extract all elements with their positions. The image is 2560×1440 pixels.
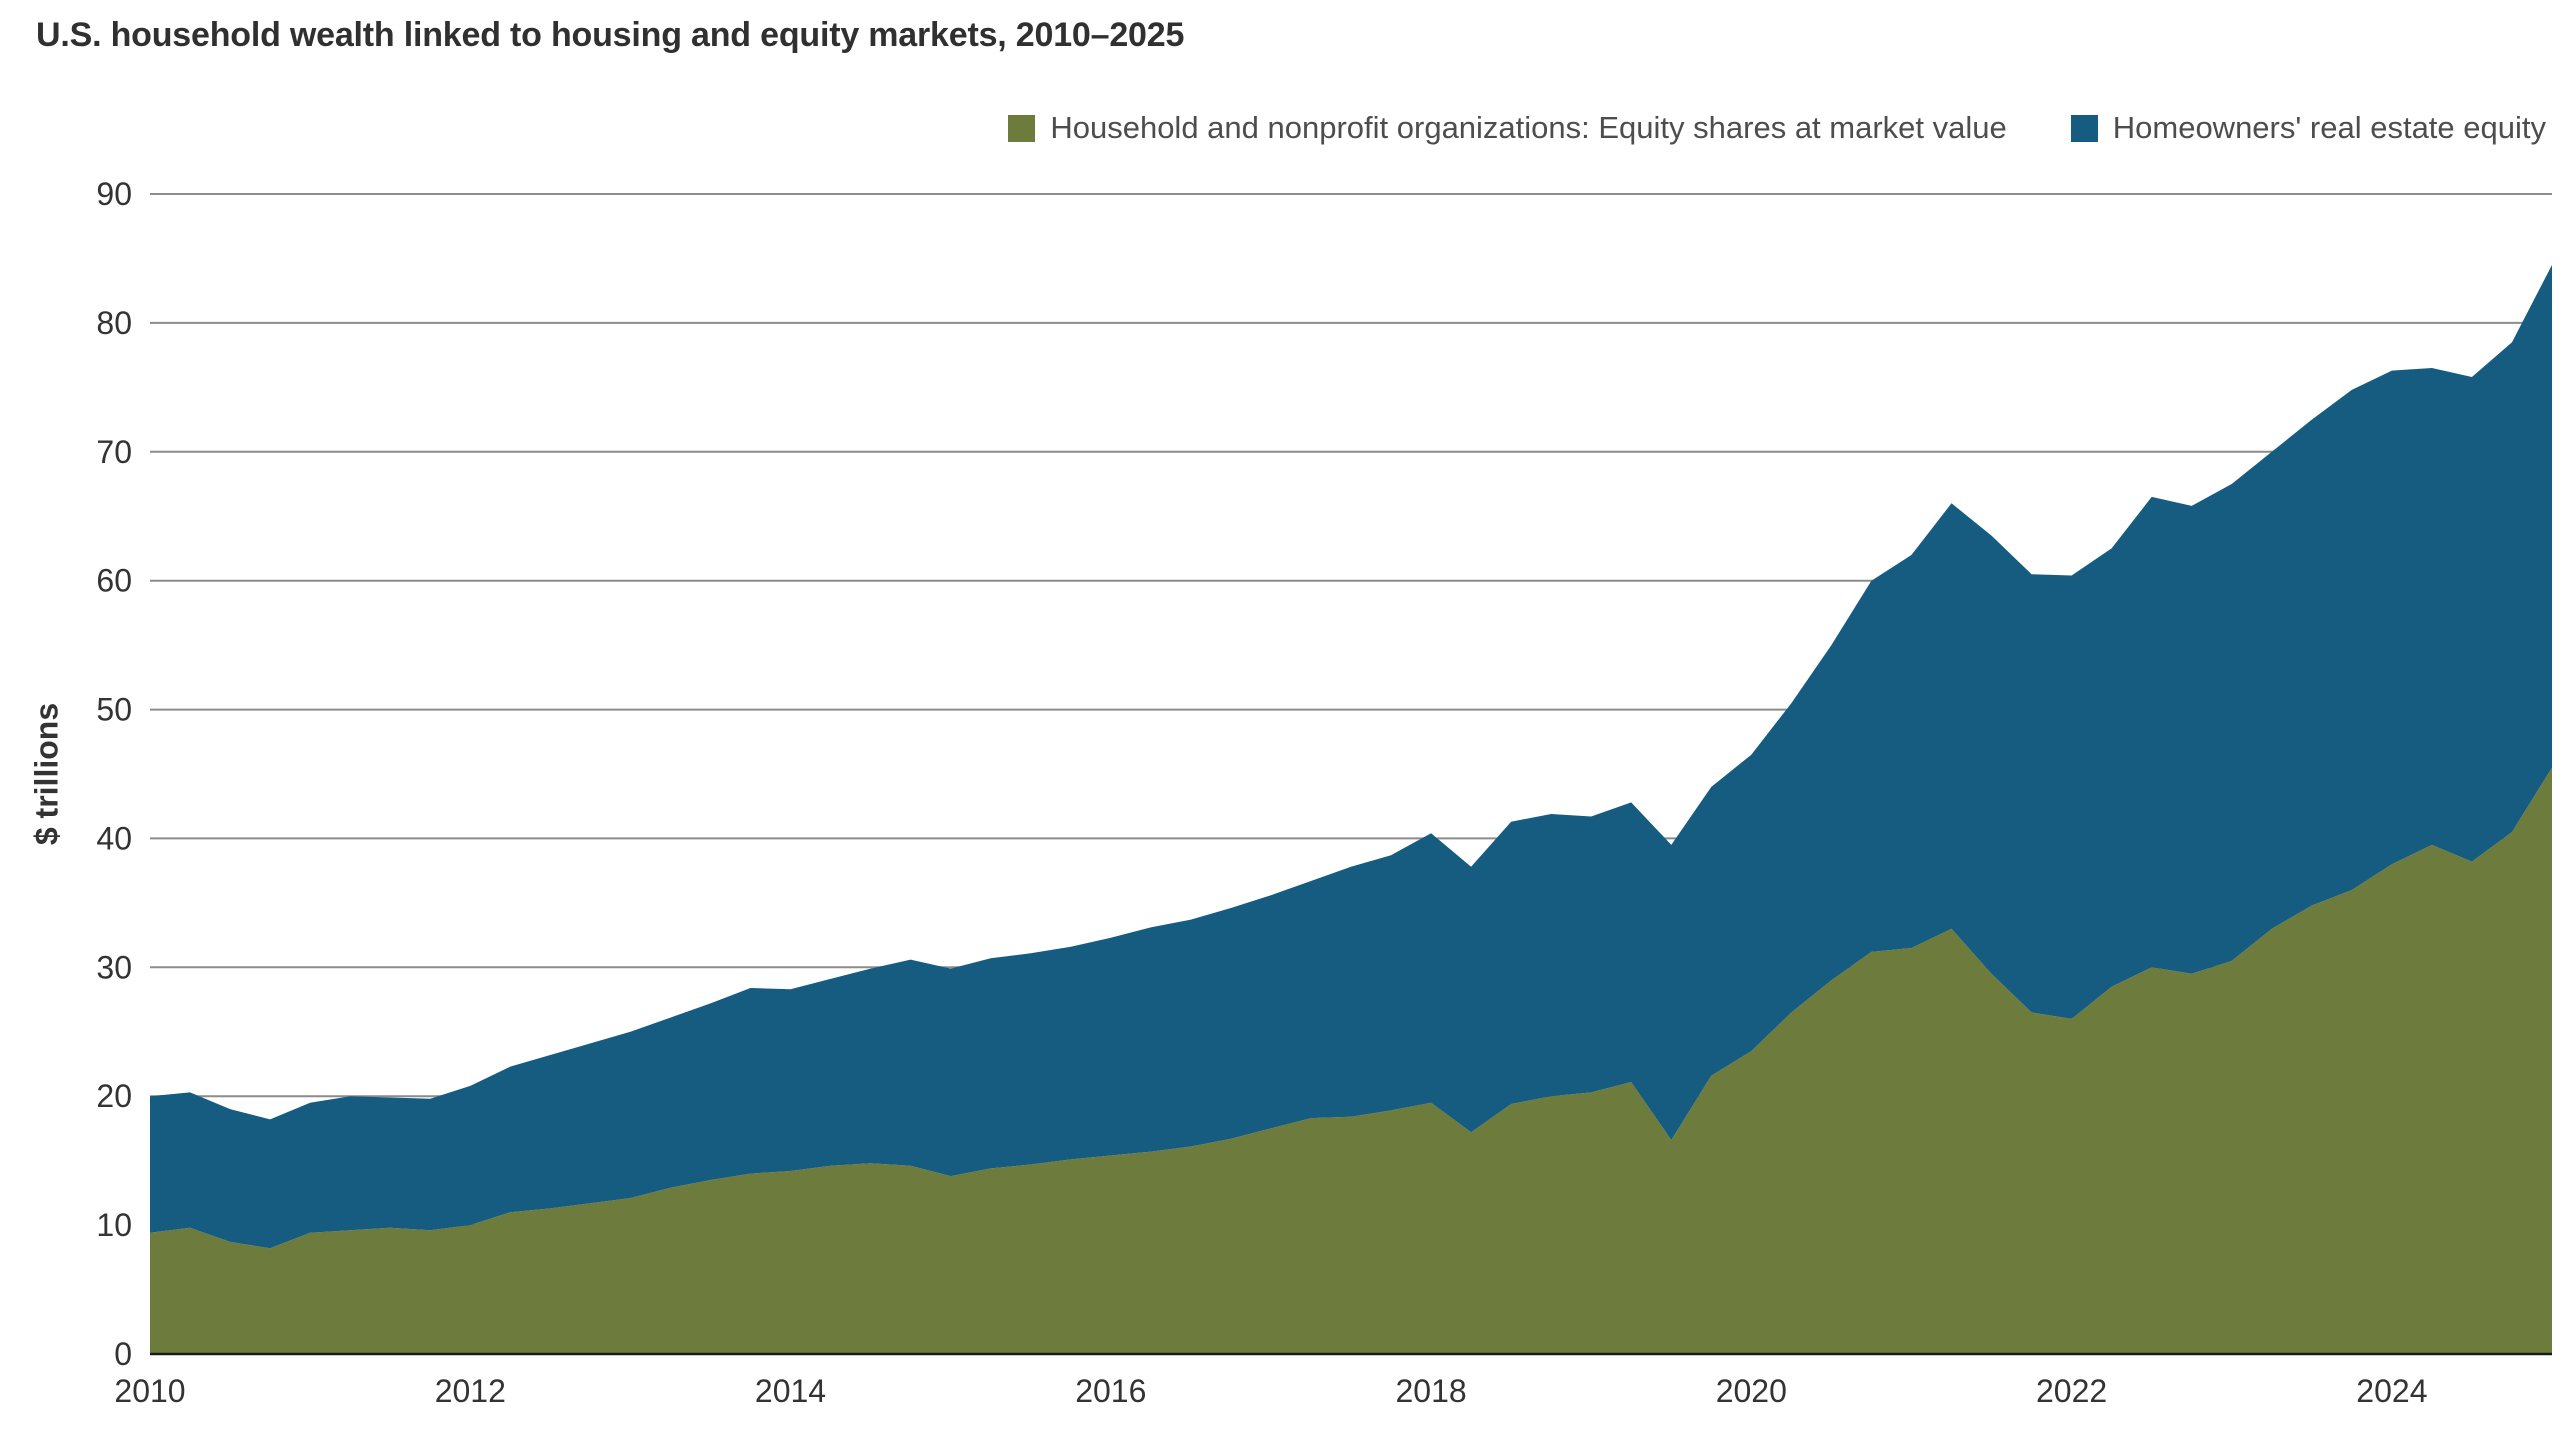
y-tick-label: 10 — [96, 1207, 132, 1243]
x-tick-label: 2020 — [1716, 1373, 1787, 1409]
x-tick-label: 2018 — [1396, 1373, 1467, 1409]
y-tick-label: 90 — [96, 176, 132, 212]
legend-item-equity-shares: Household and nonprofit organizations: E… — [1008, 110, 2007, 146]
x-tick-label: 2012 — [435, 1373, 506, 1409]
x-tick-label: 2024 — [2356, 1373, 2427, 1409]
x-tick-label: 2022 — [2036, 1373, 2107, 1409]
chart-title: U.S. household wealth linked to housing … — [36, 16, 1185, 54]
y-tick-label: 0 — [114, 1336, 132, 1372]
y-tick-label: 50 — [96, 692, 132, 728]
y-tick-label: 20 — [96, 1078, 132, 1114]
y-tick-label: 60 — [96, 563, 132, 599]
equity-shares-swatch — [1008, 114, 1036, 142]
y-tick-label: 30 — [96, 949, 132, 985]
real-estate-equity-swatch — [2070, 114, 2098, 142]
area-series-1 — [150, 264, 2552, 1249]
legend-label-equity-shares: Household and nonprofit organizations: E… — [1050, 110, 2007, 145]
legend: Household and nonprofit organizations: E… — [1008, 110, 2546, 146]
legend-item-real-estate-equity: Homeowners' real estate equity — [2070, 110, 2546, 146]
x-tick-label: 2014 — [755, 1373, 826, 1409]
legend-label-real-estate-equity: Homeowners' real estate equity — [2112, 110, 2546, 145]
area-series-0 — [150, 767, 2552, 1354]
y-tick-label: 80 — [96, 305, 132, 341]
x-tick-label: 2010 — [114, 1373, 185, 1409]
y-tick-label: 70 — [96, 434, 132, 470]
y-tick-label: 40 — [96, 820, 132, 856]
x-tick-label: 2016 — [1075, 1373, 1146, 1409]
